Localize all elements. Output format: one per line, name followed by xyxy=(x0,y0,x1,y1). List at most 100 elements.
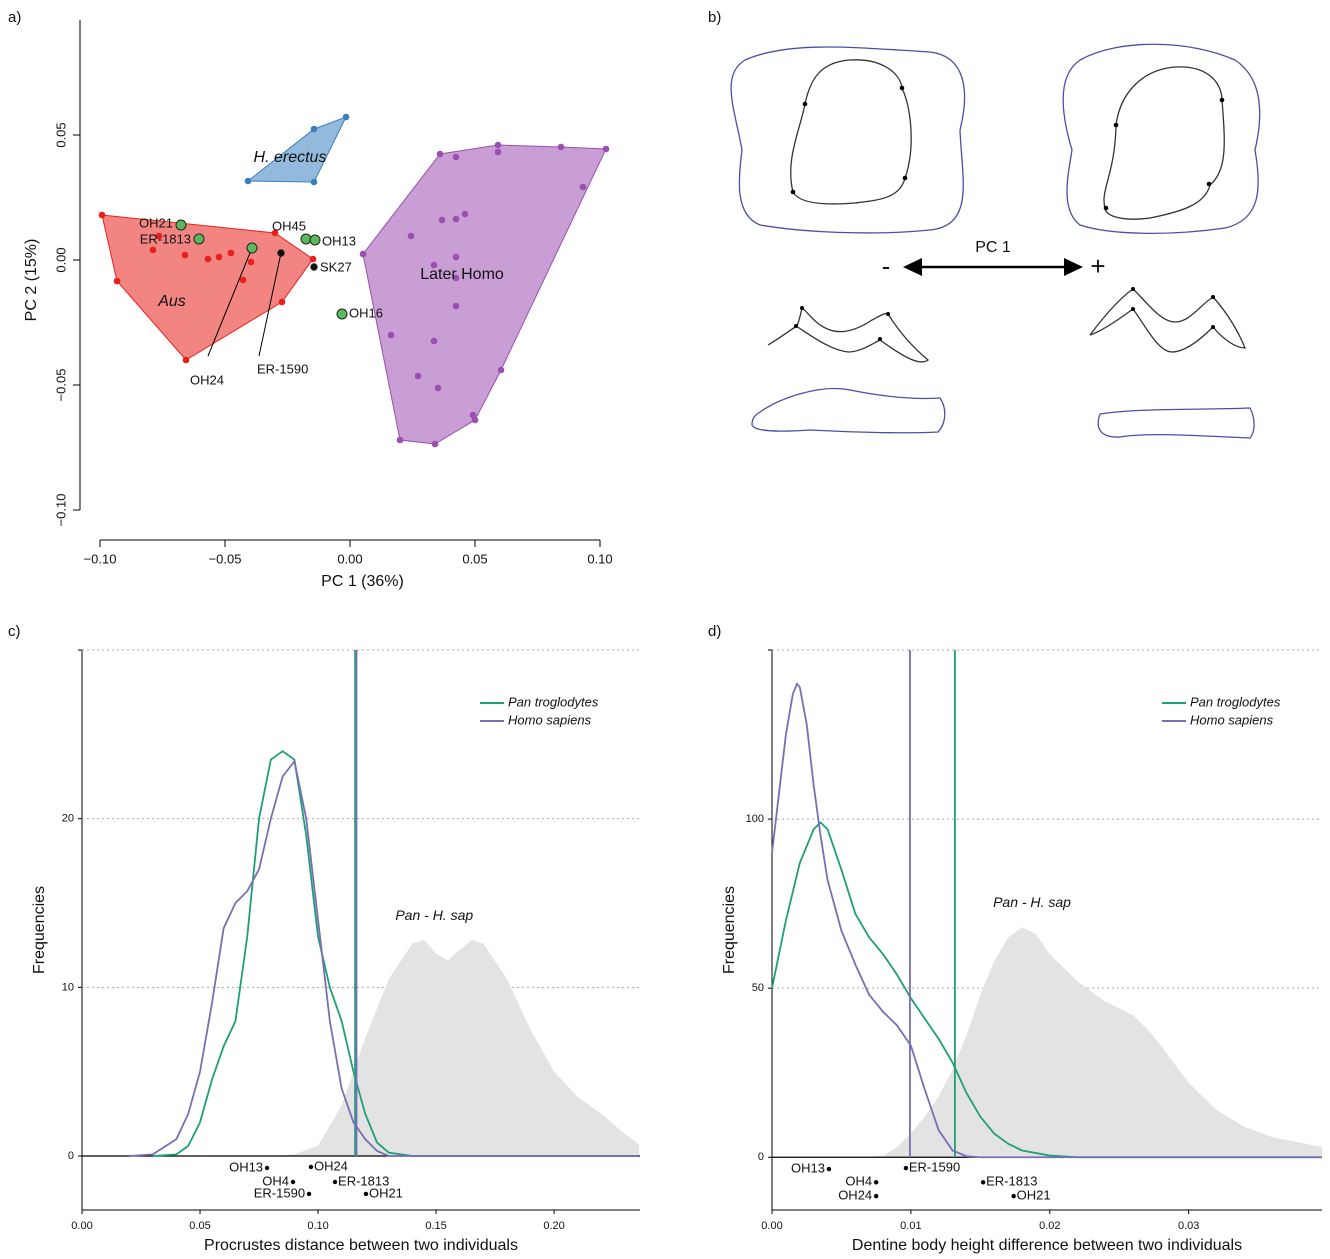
density-line xyxy=(771,682,1322,1159)
point xyxy=(310,178,318,186)
point xyxy=(113,277,121,285)
landmark xyxy=(1211,325,1215,329)
point xyxy=(471,416,479,424)
point xyxy=(342,113,350,121)
fossil-point xyxy=(1011,1193,1016,1199)
group-label: Aus xyxy=(157,293,186,310)
point xyxy=(181,251,189,259)
point xyxy=(271,229,279,237)
point xyxy=(431,440,439,448)
point xyxy=(98,211,106,219)
fossil-point xyxy=(309,234,321,246)
landmark xyxy=(1211,295,1215,299)
y-tick-label: 0.00 xyxy=(53,247,68,272)
point xyxy=(452,153,460,161)
landmark xyxy=(800,306,804,310)
fossil-label: OH24 xyxy=(190,372,224,387)
fossil-point xyxy=(308,1164,314,1170)
y-tick-label: 20 xyxy=(62,813,74,825)
fossil-point xyxy=(306,1191,312,1197)
point xyxy=(494,148,502,156)
legend-label: Homo sapiens xyxy=(508,712,592,727)
fossil-label: ER-1813 xyxy=(338,1173,389,1188)
point xyxy=(227,249,235,257)
x-tick-label: −0.05 xyxy=(209,551,242,566)
x-tick-label: 0.00 xyxy=(71,1220,92,1232)
x-axis-title: PC 1 (36%) xyxy=(321,573,404,590)
landmark xyxy=(794,324,798,328)
point xyxy=(204,255,212,263)
fossil-label: OH24 xyxy=(314,1158,348,1173)
x-tick-label: 0.01 xyxy=(900,1220,921,1232)
point xyxy=(452,302,460,310)
fossil-label: ER-1590 xyxy=(257,361,308,376)
fossil-point xyxy=(310,263,318,271)
fossil-point xyxy=(826,1166,832,1172)
x-tick-label: 0.20 xyxy=(543,1220,564,1232)
y-tick-label: 50 xyxy=(752,982,764,994)
fossil-point xyxy=(363,1191,369,1197)
fossil-label: OH16 xyxy=(349,305,383,320)
fossil-label: ER-1590 xyxy=(909,1160,960,1175)
point xyxy=(310,125,318,133)
outline xyxy=(790,59,912,205)
leader-line xyxy=(207,247,253,357)
point xyxy=(452,253,460,261)
y-tick-label: 0 xyxy=(758,1151,764,1163)
point xyxy=(438,216,446,224)
y-tick-label: 100 xyxy=(746,813,764,825)
fossil-label: OH45 xyxy=(272,218,306,233)
density-line xyxy=(152,750,640,1157)
fossil-point xyxy=(175,219,187,231)
landmark xyxy=(1131,287,1135,291)
x-tick-label: 0.00 xyxy=(337,551,362,566)
area-label: Pan - H. sap xyxy=(993,894,1071,910)
point xyxy=(436,150,444,158)
point xyxy=(396,436,404,444)
landmark xyxy=(1131,307,1135,311)
legend-label: Pan troglodytes xyxy=(1190,694,1281,709)
point xyxy=(244,177,252,185)
fossil-point xyxy=(300,233,312,245)
fossil-label: SK27 xyxy=(320,259,352,274)
point xyxy=(155,232,163,240)
point xyxy=(387,331,395,339)
point xyxy=(414,372,422,380)
point xyxy=(494,141,502,149)
x-tick-label: 0.03 xyxy=(1178,1220,1199,1232)
outline xyxy=(1062,43,1261,234)
fossil-point xyxy=(332,1179,338,1185)
profile xyxy=(767,306,930,363)
point xyxy=(247,258,255,266)
fossil-point xyxy=(290,1179,296,1185)
hull xyxy=(362,144,607,445)
fossil-label: OH21 xyxy=(369,1185,403,1200)
x-tick-label: 0.10 xyxy=(307,1220,328,1232)
panel-label: a) xyxy=(8,9,21,26)
x-tick-label: 0.02 xyxy=(1039,1220,1060,1232)
point xyxy=(309,255,317,263)
point xyxy=(215,253,223,261)
area xyxy=(270,940,640,1157)
fossil-point xyxy=(246,242,258,254)
area-label: Pan - H. sap xyxy=(395,907,473,923)
x-tick-label: 0.00 xyxy=(761,1220,782,1232)
x-tick-label: 0.15 xyxy=(425,1220,446,1232)
point xyxy=(452,274,460,282)
y-tick-label: 0.05 xyxy=(53,122,68,147)
x-tick-label: 0.05 xyxy=(462,551,487,566)
landmarks xyxy=(790,85,1225,211)
x-axis-title: Procrustes distance between two individu… xyxy=(204,1237,518,1254)
fossil-point xyxy=(903,1165,909,1171)
fossil-point xyxy=(264,1165,270,1171)
y-tick-label: −0.05 xyxy=(53,369,68,402)
legend-label: Pan troglodytes xyxy=(508,694,599,709)
fossil-label: OH13 xyxy=(322,233,356,248)
point xyxy=(434,384,442,392)
x-tick-label: 0.10 xyxy=(587,551,612,566)
point xyxy=(359,250,367,258)
fossil-point xyxy=(336,308,348,320)
point xyxy=(557,143,565,151)
point xyxy=(430,261,438,269)
fossil-point xyxy=(277,249,285,257)
